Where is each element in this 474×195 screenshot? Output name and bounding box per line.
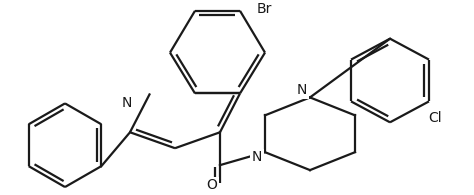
Text: N: N <box>297 83 307 98</box>
Text: Br: Br <box>256 2 272 16</box>
Text: Cl: Cl <box>428 111 442 125</box>
Text: O: O <box>207 178 218 192</box>
Text: N: N <box>122 96 132 110</box>
Text: N: N <box>252 150 262 164</box>
